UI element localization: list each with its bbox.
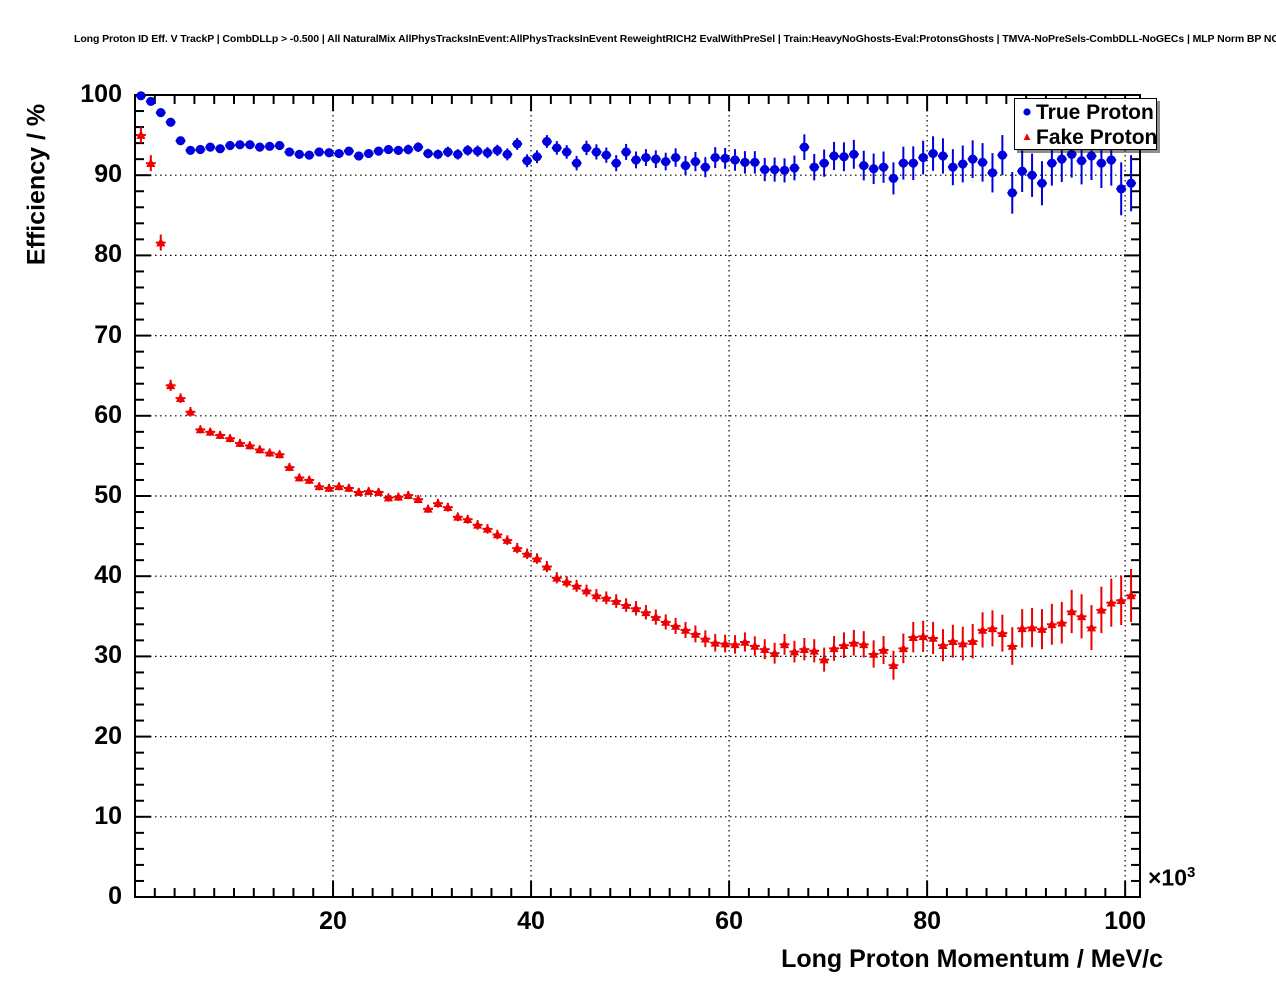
x-tick-label: 40 — [517, 907, 545, 935]
y-tick-label: 80 — [94, 240, 122, 269]
legend-label: True Proton — [1036, 100, 1154, 124]
y-tick-label: 10 — [94, 801, 122, 830]
grid-lines — [135, 94, 1140, 897]
y-tick-label: 70 — [94, 320, 122, 349]
x-axis-multiplier: ×103 — [1148, 864, 1195, 892]
y-tick-label: 40 — [94, 561, 122, 590]
triangle-marker-icon — [1019, 129, 1035, 145]
x-tick-label: 20 — [319, 907, 347, 935]
y-tick-label: 100 — [80, 80, 122, 108]
plot-title: Long Proton ID Eff. V TrackP | CombDLLp … — [74, 33, 1276, 45]
y-tick-label: 0 — [108, 882, 122, 910]
y-tick-label: 90 — [94, 160, 122, 189]
x-axis-multiplier-base: ×10 — [1148, 864, 1188, 891]
x-tick-label: 100 — [1104, 907, 1146, 935]
x-axis-title: Long Proton Momentum / MeV/c — [781, 945, 1163, 973]
y-tick-label: 50 — [94, 481, 122, 509]
legend-entry-true-proton[interactable]: True Proton — [1019, 99, 1155, 125]
legend[interactable]: True Proton Fake Proton — [1014, 98, 1157, 150]
legend-entry-fake-proton[interactable]: Fake Proton — [1019, 124, 1158, 150]
y-tick-label: 30 — [94, 641, 122, 670]
circle-marker-icon — [1019, 104, 1035, 120]
y-tick-label: 60 — [94, 400, 122, 429]
y-tick-label: 20 — [94, 721, 122, 750]
axis-ticks — [134, 94, 1140, 898]
legend-label: Fake Proton — [1036, 125, 1158, 149]
x-axis-multiplier-exponent: 3 — [1187, 864, 1196, 881]
series-fake-proton — [135, 127, 1137, 680]
data-series-layer — [135, 91, 1137, 680]
x-tick-label: 80 — [913, 907, 942, 935]
x-tick-label: 60 — [715, 907, 743, 935]
series-true-proton — [135, 91, 1137, 216]
